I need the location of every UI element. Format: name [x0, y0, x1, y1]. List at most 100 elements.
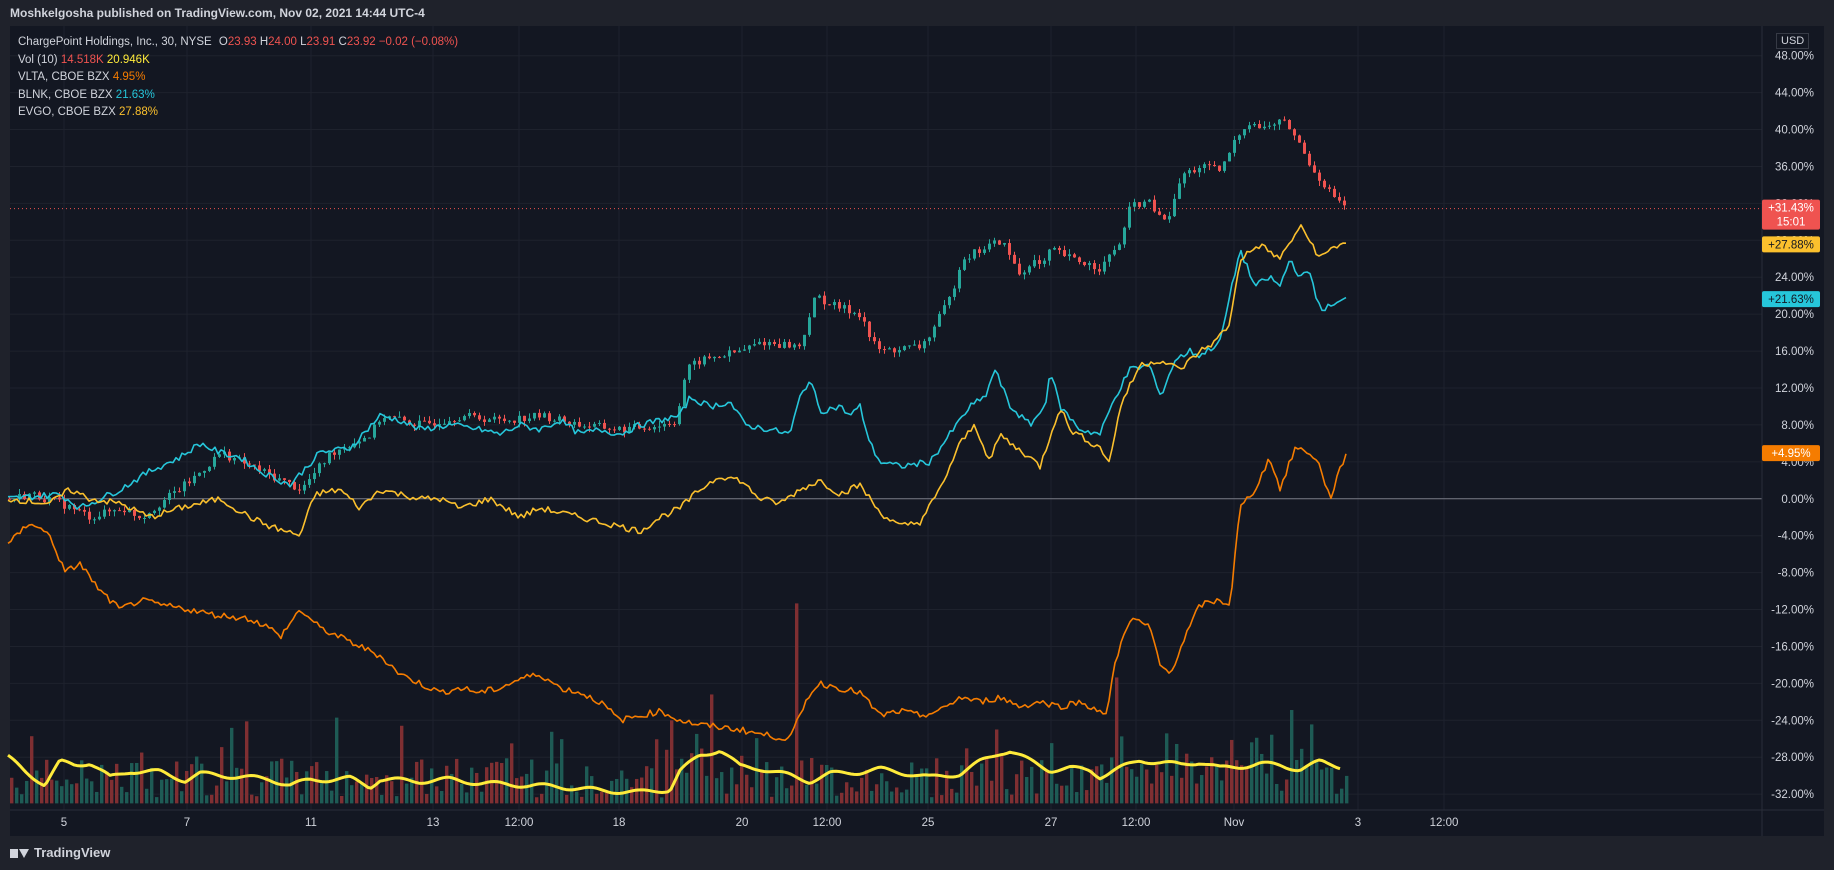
volume-bar	[930, 797, 934, 804]
candle-body	[743, 349, 746, 351]
candle-body	[648, 428, 651, 430]
volume-bar	[580, 796, 584, 804]
volume-bar	[775, 777, 779, 804]
candle-body	[573, 421, 576, 425]
volume-bar	[400, 725, 404, 804]
legend-vlta[interactable]: VLTA, CBOE BZX 4.95%	[18, 69, 458, 87]
volume-bar	[100, 764, 104, 804]
tradingview-logo-icon	[10, 847, 30, 859]
candle-body	[13, 498, 16, 500]
volume-bar	[85, 778, 89, 804]
legend-vol[interactable]: Vol (10) 14.518K 20.946K	[18, 52, 458, 70]
candle-body	[683, 379, 686, 407]
volume-bar	[1295, 759, 1299, 804]
volume-bar	[835, 795, 839, 804]
volume-bar	[585, 766, 589, 804]
volume-bar	[1175, 743, 1179, 804]
volume-bar	[375, 776, 379, 804]
volume-bar	[440, 791, 444, 804]
candle-body	[208, 466, 211, 471]
volume-bar	[115, 763, 119, 804]
candle-body	[953, 288, 956, 297]
volume-bar	[180, 791, 184, 804]
candle-body	[178, 491, 181, 493]
footer[interactable]: TradingView	[10, 845, 110, 860]
candle-body	[478, 415, 481, 420]
candle-body	[1033, 260, 1036, 267]
candle-body	[1043, 260, 1046, 264]
candle-body	[283, 478, 286, 480]
legend-main[interactable]: ChargePoint Holdings, Inc., 30, NYSE O23…	[18, 34, 458, 52]
volume-bar	[1315, 761, 1319, 804]
x-tick-label: 12:00	[1430, 817, 1459, 829]
volume-bar	[345, 771, 349, 804]
volume-bar	[565, 794, 569, 804]
candle-body	[548, 413, 551, 422]
candle-body	[1228, 152, 1231, 162]
candle-body	[698, 360, 701, 365]
candle-body	[1303, 142, 1306, 154]
volume-bar	[1110, 757, 1114, 804]
candle-body	[553, 420, 556, 422]
series-line-evgo[interactable]	[7, 224, 1347, 537]
volume-bar	[1220, 780, 1224, 804]
candle-body	[48, 497, 51, 503]
candle-body	[978, 249, 981, 253]
candle-body	[503, 418, 506, 422]
candle-body	[628, 426, 631, 433]
candle-body	[933, 326, 936, 338]
candle-body	[643, 428, 646, 430]
legend-c-label: C	[338, 36, 347, 48]
time-axis: 5 7 11 13 12:00 18 20 12:00 25 27 12:00 Nov 3 12:00	[61, 817, 1459, 829]
volume-bar	[545, 770, 549, 804]
volume-bar	[765, 762, 769, 804]
volume-bar	[1020, 760, 1024, 804]
volume-bar	[1165, 733, 1169, 804]
volume-bar	[1085, 790, 1089, 804]
series-line-blnk[interactable]	[7, 249, 1347, 510]
volume-bar	[1345, 775, 1349, 804]
volume-bar	[15, 787, 19, 804]
volume-bar	[110, 779, 114, 804]
x-tick-label: 12:00	[813, 817, 842, 829]
volume-bar	[1135, 776, 1139, 804]
chpt-badge-bg	[1762, 199, 1820, 230]
candle-body	[798, 344, 801, 347]
candle-body	[903, 346, 906, 351]
volume-bar	[335, 717, 339, 804]
candle-body	[203, 470, 206, 473]
volume-bar	[480, 791, 484, 804]
candle-body	[543, 413, 546, 418]
x-tick-label: 12:00	[505, 817, 534, 829]
candle-body	[968, 258, 971, 260]
candle-body	[168, 492, 171, 501]
chart-frame[interactable]	[10, 26, 1824, 836]
series-line-vlta[interactable]	[7, 446, 1347, 741]
volume-bar	[975, 785, 979, 804]
volume-bar	[725, 793, 729, 804]
candle-body	[493, 416, 496, 420]
footer-brand: TradingView	[34, 845, 111, 860]
x-tick-label: 5	[61, 817, 67, 829]
candle-body	[773, 341, 776, 345]
volume-bar	[1115, 677, 1119, 804]
volume-bar	[705, 775, 709, 804]
volume-bar	[1235, 760, 1239, 804]
volume-bar	[235, 767, 239, 804]
candle-body	[368, 437, 371, 439]
volume-bar	[55, 780, 59, 804]
candle-body	[928, 337, 931, 342]
volume-bar	[20, 794, 24, 804]
legend-blnk[interactable]: BLNK, CBOE BZX 21.63%	[18, 87, 458, 105]
candle-body	[323, 463, 326, 465]
volume-bar	[560, 739, 564, 804]
candle-body	[1058, 247, 1061, 251]
chpt-badge-countdown: 15:01	[1777, 217, 1806, 229]
volume-bar	[295, 771, 299, 804]
volume-bar	[550, 731, 554, 804]
legend-evgo[interactable]: EVGO, CBOE BZX 27.88%	[18, 104, 458, 122]
volume-bar	[1155, 764, 1159, 804]
currency-label[interactable]: USD	[1776, 33, 1810, 49]
candle-body	[1113, 249, 1116, 255]
